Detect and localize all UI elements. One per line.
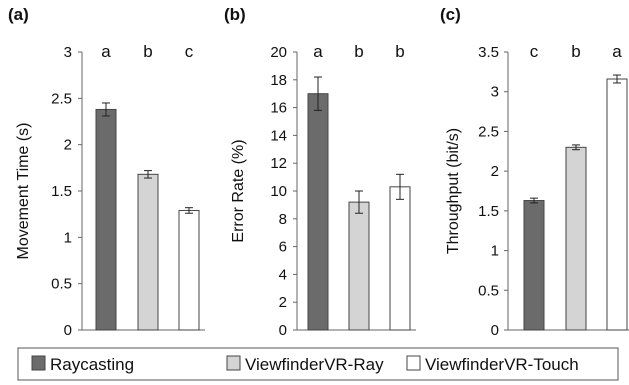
significance-letter-3: b bbox=[395, 42, 404, 61]
bar-2 bbox=[348, 201, 370, 331]
y-tick-label: 12 bbox=[270, 155, 287, 172]
y-tick-label: 1 bbox=[64, 229, 72, 246]
bar-2 bbox=[137, 173, 159, 331]
y-tick-label: 0 bbox=[279, 322, 287, 339]
significance-letter-2: b bbox=[354, 42, 363, 61]
y-tick-label: 0.5 bbox=[51, 276, 72, 293]
y-tick-label: 0.5 bbox=[478, 282, 499, 299]
y-axis-title: Error Rate (%) bbox=[230, 139, 247, 242]
legend-swatch-viewfindervr-touch bbox=[406, 355, 421, 371]
y-tick-label: 2.5 bbox=[51, 90, 72, 107]
y-tick-label: 3 bbox=[491, 84, 499, 101]
significance-letter-1: a bbox=[101, 42, 111, 61]
bar-1 bbox=[95, 108, 117, 331]
legend-swatch-viewfindervr-ray bbox=[226, 355, 241, 371]
bar-1 bbox=[523, 200, 545, 331]
y-tick-label: 10 bbox=[270, 183, 287, 200]
y-tick-label: 1.5 bbox=[51, 183, 72, 200]
chart-panel-3: (c) Throughput (bit/s) 0 0.5 1 1.5 2 2.5 3 3.5 c b a bbox=[440, 5, 629, 339]
panel-label: (a) bbox=[8, 5, 29, 24]
legend: Raycasting ViewfinderVR-Ray ViewfinderVR… bbox=[17, 347, 619, 381]
y-tick-label: 1 bbox=[491, 243, 499, 260]
legend-swatch-raycasting bbox=[31, 355, 46, 371]
significance-letter-2: b bbox=[571, 42, 580, 61]
y-tick-label: 4 bbox=[279, 266, 287, 283]
legend-box bbox=[17, 347, 619, 381]
significance-letter-3: c bbox=[185, 42, 194, 61]
chart-panel-1: (a) Movement Time (s) 0 0.5 1 1.5 2 2.5 3 a b c bbox=[8, 5, 205, 339]
panel-label: (b) bbox=[224, 5, 246, 24]
chart-panel-2: (b) Error Rate (%) 0 2 4 6 8 10 12 14 16 18 20 a b b bbox=[224, 5, 416, 339]
bar-3 bbox=[389, 186, 411, 331]
legend-label-raycasting: Raycasting bbox=[50, 355, 134, 374]
y-tick-label: 3.5 bbox=[478, 44, 499, 61]
y-tick-label: 2 bbox=[491, 163, 499, 180]
y-axis-title: Movement Time (s) bbox=[15, 123, 32, 260]
significance-letter-1: c bbox=[530, 42, 539, 61]
y-axis-title: Throughput (bit/s) bbox=[445, 128, 462, 254]
y-tick-label: 16 bbox=[270, 100, 287, 117]
legend-label-viewfindervr-ray: ViewfinderVR-Ray bbox=[245, 355, 384, 374]
y-tick-label: 8 bbox=[279, 211, 287, 228]
y-tick-label: 2 bbox=[279, 294, 287, 311]
legend-label-viewfindervr-touch: ViewfinderVR-Touch bbox=[425, 355, 579, 374]
y-tick-label: 3 bbox=[64, 44, 72, 61]
y-tick-label: 0 bbox=[64, 322, 72, 339]
y-tick-label: 1.5 bbox=[478, 203, 499, 220]
chart-panels: (a) Movement Time (s) 0 0.5 1 1.5 2 2.5 3 a b c (b) E… bbox=[8, 5, 629, 339]
significance-letter-2: b bbox=[143, 42, 152, 61]
y-tick-label: 6 bbox=[279, 239, 287, 256]
bar-3 bbox=[606, 78, 628, 331]
y-tick-label: 14 bbox=[270, 127, 287, 144]
significance-letter-3: a bbox=[612, 42, 622, 61]
bar-1 bbox=[307, 93, 329, 331]
bar-3 bbox=[178, 209, 200, 331]
y-tick-label: 20 bbox=[270, 44, 287, 61]
y-tick-label: 18 bbox=[270, 72, 287, 89]
significance-letter-1: a bbox=[313, 42, 323, 61]
y-tick-label: 2.5 bbox=[478, 123, 499, 140]
bar-2 bbox=[565, 146, 587, 331]
y-tick-label: 2 bbox=[64, 137, 72, 154]
y-tick-label: 0 bbox=[491, 322, 499, 339]
panel-label: (c) bbox=[440, 5, 461, 24]
